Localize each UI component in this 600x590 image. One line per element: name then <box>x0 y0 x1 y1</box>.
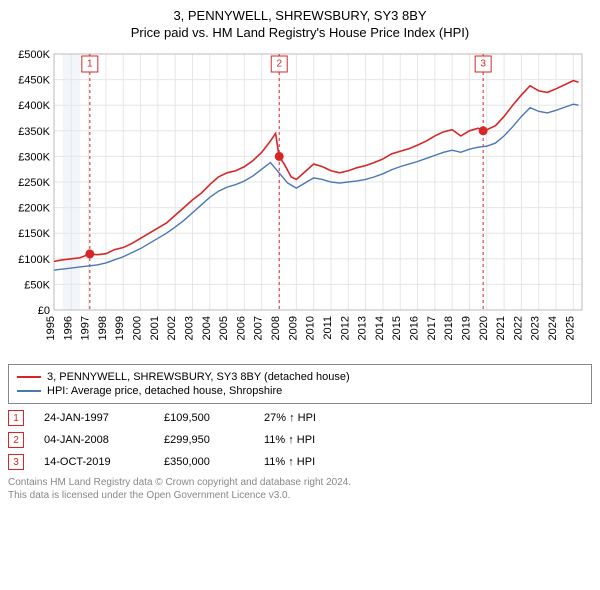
event-dot <box>85 249 94 258</box>
x-tick-label: 2004 <box>201 316 213 340</box>
event-price: £350,000 <box>164 456 244 468</box>
x-tick-label: 2021 <box>495 316 507 340</box>
legend: 3, PENNYWELL, SHREWSBURY, SY3 8BY (detac… <box>8 364 592 404</box>
x-tick-label: 2006 <box>235 316 247 340</box>
y-tick-label: £0 <box>38 305 50 317</box>
y-tick-label: £250K <box>18 177 50 189</box>
y-tick-label: £50K <box>24 279 50 291</box>
x-tick-label: 2007 <box>253 316 265 340</box>
event-marker-box: 1 <box>8 410 24 426</box>
y-tick-label: £200K <box>18 203 50 215</box>
y-tick-label: £500K <box>18 49 50 61</box>
x-tick-label: 2005 <box>218 316 230 340</box>
events-table: 1 24-JAN-1997 £109,500 27% ↑ HPI 2 04-JAN-200… <box>8 410 592 470</box>
legend-swatch <box>17 390 41 392</box>
y-tick-label: £350K <box>18 126 50 138</box>
legend-label: 3, PENNYWELL, SHREWSBURY, SY3 8BY (detac… <box>47 371 350 383</box>
x-tick-label: 2014 <box>374 316 386 340</box>
footer-line-2: This data is licensed under the Open Gov… <box>8 489 592 502</box>
x-tick-label: 1995 <box>45 316 57 340</box>
event-dot <box>275 152 284 161</box>
event-marker-box: 2 <box>8 432 24 448</box>
footer-line-1: Contains HM Land Registry data © Crown c… <box>8 476 592 489</box>
legend-row: HPI: Average price, detached house, Shro… <box>17 385 583 397</box>
chart-title-main: 3, PENNYWELL, SHREWSBURY, SY3 8BY <box>8 8 592 23</box>
event-pct: 11% ↑ HPI <box>264 434 315 446</box>
x-tick-label: 1996 <box>62 316 74 340</box>
x-tick-label: 2008 <box>270 316 282 340</box>
event-price: £299,950 <box>164 434 244 446</box>
price-chart: £0 £50K £100K £150K £200K £250K £300K £350K £400… <box>8 46 592 356</box>
x-tick-label: 2024 <box>547 316 559 340</box>
event-marker-label: 3 <box>480 59 486 70</box>
x-tick-label: 2000 <box>132 316 144 340</box>
legend-label: HPI: Average price, detached house, Shro… <box>47 385 282 397</box>
x-tick-label: 2025 <box>564 316 576 340</box>
x-tick-label: 2019 <box>460 316 472 340</box>
event-marker-label: 2 <box>276 59 282 70</box>
x-tick-label: 2001 <box>149 316 161 340</box>
x-tick-label: 2023 <box>530 316 542 340</box>
event-row: 1 24-JAN-1997 £109,500 27% ↑ HPI <box>8 410 592 426</box>
x-tick-label: 2012 <box>339 316 351 340</box>
event-date: 04-JAN-2008 <box>44 434 144 446</box>
x-tick-label: 2018 <box>443 316 455 340</box>
x-tick-label: 2020 <box>478 316 490 340</box>
event-marker-box: 3 <box>8 454 24 470</box>
event-price: £109,500 <box>164 412 244 424</box>
event-date: 14-OCT-2019 <box>44 456 144 468</box>
x-tick-label: 2011 <box>322 316 334 340</box>
x-tick-label: 1999 <box>114 316 126 340</box>
x-tick-label: 2009 <box>287 316 299 340</box>
event-row: 3 14-OCT-2019 £350,000 11% ↑ HPI <box>8 454 592 470</box>
footer-attribution: Contains HM Land Registry data © Crown c… <box>8 476 592 502</box>
x-tick-label: 2013 <box>357 316 369 340</box>
legend-row: 3, PENNYWELL, SHREWSBURY, SY3 8BY (detac… <box>17 371 583 383</box>
x-tick-label: 2003 <box>183 316 195 340</box>
event-date: 24-JAN-1997 <box>44 412 144 424</box>
x-tick-label: 2002 <box>166 316 178 340</box>
y-tick-label: £150K <box>18 228 50 240</box>
event-dot <box>479 126 488 135</box>
x-tick-label: 2016 <box>409 316 421 340</box>
x-tick-label: 2017 <box>426 316 438 340</box>
x-tick-label: 2022 <box>512 316 524 340</box>
event-row: 2 04-JAN-2008 £299,950 11% ↑ HPI <box>8 432 592 448</box>
y-tick-label: £450K <box>18 75 50 87</box>
x-tick-label: 2015 <box>391 316 403 340</box>
x-tick-label: 2010 <box>305 316 317 340</box>
y-tick-label: £300K <box>18 151 50 163</box>
legend-swatch <box>17 376 41 378</box>
y-tick-label: £100K <box>18 254 50 266</box>
y-tick-label: £400K <box>18 100 50 112</box>
event-pct: 11% ↑ HPI <box>264 456 315 468</box>
x-tick-label: 1997 <box>80 316 92 340</box>
event-pct: 27% ↑ HPI <box>264 412 316 424</box>
event-marker-label: 1 <box>87 59 93 70</box>
chart-title-sub: Price paid vs. HM Land Registry's House … <box>8 25 592 40</box>
x-tick-label: 1998 <box>97 316 109 340</box>
